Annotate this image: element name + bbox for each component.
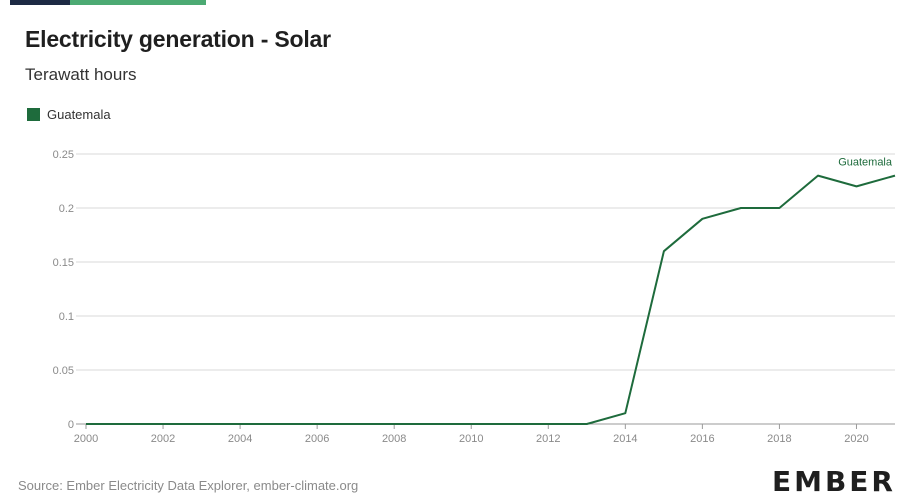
x-tick-label: 2010 bbox=[459, 433, 483, 445]
series-layer bbox=[86, 174, 896, 425]
x-tick-label: 2020 bbox=[844, 433, 868, 445]
y-tick-label: 0 bbox=[68, 419, 74, 431]
x-axis-ticks: 2000 2002 2004 2006 2008 2010 2012 2014 2016 2018… bbox=[74, 424, 869, 445]
source-note: Source: Ember Electricity Data Explorer,… bbox=[18, 478, 359, 493]
accent-segment-dark bbox=[10, 0, 70, 5]
header-accent-bar bbox=[10, 0, 206, 5]
x-tick-label: 2002 bbox=[151, 433, 175, 445]
x-tick-label: 2004 bbox=[228, 433, 252, 445]
accent-segment-green bbox=[70, 0, 206, 5]
y-tick-label: 0.15 bbox=[53, 257, 74, 269]
chart-legend: Guatemala bbox=[27, 107, 111, 122]
annotation-layer: Guatemala bbox=[838, 157, 893, 169]
x-tick-label: 2018 bbox=[767, 433, 791, 445]
y-tick-label: 0.1 bbox=[59, 311, 74, 323]
x-tick-label: 2006 bbox=[305, 433, 329, 445]
y-axis-ticks: 0 0.05 0.1 0.15 0.2 0.25 bbox=[53, 149, 74, 431]
x-tick-label: 2016 bbox=[690, 433, 714, 445]
y-tick-label: 0.25 bbox=[53, 149, 74, 161]
ember-logo: EMBER bbox=[771, 465, 896, 498]
x-tick-label: 2000 bbox=[74, 433, 98, 445]
x-tick-label: 2008 bbox=[382, 433, 406, 445]
series-line-guatemala bbox=[86, 174, 896, 425]
y-tick-label: 0.05 bbox=[53, 365, 74, 377]
grid-lines bbox=[76, 153, 895, 425]
legend-swatch bbox=[27, 108, 40, 121]
x-tick-label: 2012 bbox=[536, 433, 560, 445]
y-tick-label: 0.2 bbox=[59, 203, 74, 215]
series-end-label: Guatemala bbox=[838, 157, 893, 169]
legend-label: Guatemala bbox=[47, 107, 111, 122]
chart-subtitle: Terawatt hours bbox=[25, 65, 137, 84]
x-tick-label: 2014 bbox=[613, 433, 637, 445]
chart-title: Electricity generation - Solar bbox=[25, 26, 331, 52]
